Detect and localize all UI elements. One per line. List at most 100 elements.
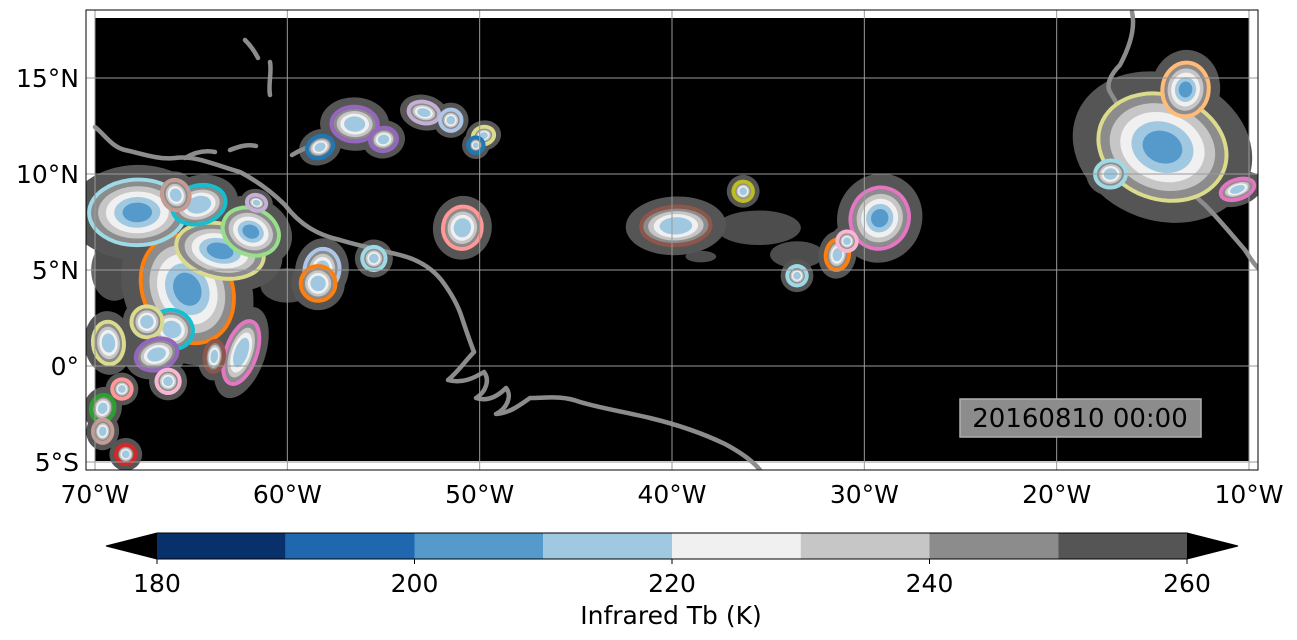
y-tick-label: 10°N <box>16 160 79 189</box>
convective-cluster <box>129 304 165 340</box>
coastline-south-america <box>92 124 477 355</box>
convective-cluster <box>1160 60 1211 119</box>
convective-cluster <box>785 264 809 288</box>
coastline-amazon-delta <box>445 349 763 470</box>
tb-contour <box>793 271 801 280</box>
convective-cluster <box>329 104 380 144</box>
colorbar-segment <box>285 533 415 559</box>
cluster-outline <box>154 367 182 395</box>
tb-contour <box>210 349 219 364</box>
cluster-outline <box>304 133 336 161</box>
cloud-streak <box>716 210 801 246</box>
timestamp-background <box>959 398 1202 438</box>
convective-cluster <box>298 264 338 303</box>
tb-contour <box>163 376 173 387</box>
convective-cluster <box>90 417 115 445</box>
colorbar-tick-label: 240 <box>906 569 954 598</box>
tb-contour <box>369 253 379 264</box>
cluster-outline <box>329 104 380 144</box>
convective-cluster-layer <box>87 60 1257 467</box>
colorbar: 180 200 220 240 260 Infrared Tb (K) <box>105 532 1239 630</box>
cluster-outline <box>440 204 484 251</box>
tb-contour <box>233 337 250 368</box>
tb-contour <box>121 450 130 459</box>
tb-contour <box>344 116 366 132</box>
y-tick-label: 5°N <box>32 256 79 285</box>
convective-cluster <box>90 319 126 367</box>
tb-contour <box>314 142 326 152</box>
tb-contour <box>206 242 234 260</box>
cluster-outline <box>90 417 115 445</box>
convective-cluster <box>110 377 134 401</box>
y-tick-label: 0° <box>51 352 79 381</box>
convective-cluster <box>220 205 281 258</box>
convective-cluster <box>440 204 484 251</box>
cluster-outline <box>466 135 486 155</box>
x-tick-label: 50°W <box>445 480 514 509</box>
tb-contour <box>843 237 851 246</box>
colorbar-tick-label: 200 <box>391 569 439 598</box>
colorbar-under-extension <box>106 533 157 559</box>
cluster-outline <box>244 192 269 213</box>
map-panel: 20160810 00:00 70°W 60°W 50°W 40°W 30°W 20°W 1… <box>16 9 1284 509</box>
convective-cluster <box>731 179 755 203</box>
y-tick-label: 5°S <box>35 448 79 477</box>
cluster-outline <box>114 442 138 467</box>
cluster-outline <box>159 177 192 213</box>
colorbar-label: Infrared Tb (K) <box>580 601 762 630</box>
cluster-outline <box>221 319 262 386</box>
cluster-outline <box>110 377 134 401</box>
cluster-outline <box>129 304 165 340</box>
cluster-outline <box>1160 60 1211 119</box>
convective-cluster <box>154 367 182 395</box>
x-tick-label: 70°W <box>60 480 129 509</box>
tb-contour <box>140 315 154 329</box>
colorbar-segments <box>105 532 1239 560</box>
colorbar-segment <box>543 533 672 559</box>
tb-contour <box>453 218 472 238</box>
tb-contour <box>417 108 431 118</box>
x-tick-label: 40°W <box>637 480 706 509</box>
coastline-layer <box>92 10 1258 470</box>
cluster-outline <box>835 229 859 253</box>
timestamp-box: 20160810 00:00 <box>959 398 1202 438</box>
tb-contour <box>101 333 116 353</box>
convective-cluster <box>159 177 192 213</box>
tb-contour <box>242 224 260 239</box>
tb-contour <box>118 385 126 393</box>
convective-cluster <box>835 229 859 253</box>
timestamp-text: 20160810 00:00 <box>972 404 1188 434</box>
cluster-outline <box>731 179 755 203</box>
tb-contour <box>1142 130 1183 164</box>
convective-cluster <box>438 107 464 133</box>
colorbar-segment <box>672 533 801 559</box>
tb-contour <box>169 188 182 202</box>
cluster-outline <box>133 336 180 373</box>
convective-cluster <box>133 336 180 373</box>
tb-contour <box>446 115 456 125</box>
convective-cluster <box>88 392 117 424</box>
tb-contour <box>659 217 693 235</box>
gridlines <box>86 10 1258 470</box>
x-tick-label: 10°W <box>1214 480 1283 509</box>
tb-contour <box>472 142 479 149</box>
x-tick-label: 20°W <box>1022 480 1091 509</box>
convective-cluster <box>304 133 336 161</box>
convective-cluster <box>1218 176 1257 203</box>
cluster-outline <box>368 125 399 154</box>
cluster-outline <box>1218 176 1257 203</box>
cluster-outline <box>298 264 338 303</box>
cluster-outline <box>438 107 464 133</box>
y-tick-label: 15°N <box>16 64 79 93</box>
convective-cluster <box>466 135 486 155</box>
x-tick-label: 60°W <box>253 480 322 509</box>
cloud-streak <box>770 241 824 269</box>
convective-cluster <box>244 192 269 213</box>
convective-cluster <box>114 442 138 467</box>
tb-contour <box>162 320 182 339</box>
cluster-outline <box>202 339 227 374</box>
map-border <box>85 9 1259 471</box>
axis-tick-labels: 70°W 60°W 50°W 40°W 30°W 20°W 10°W 15°N 10°N 5°N 0… <box>16 64 1284 509</box>
colorbar-segment <box>157 533 286 559</box>
tb-contour <box>832 247 843 262</box>
